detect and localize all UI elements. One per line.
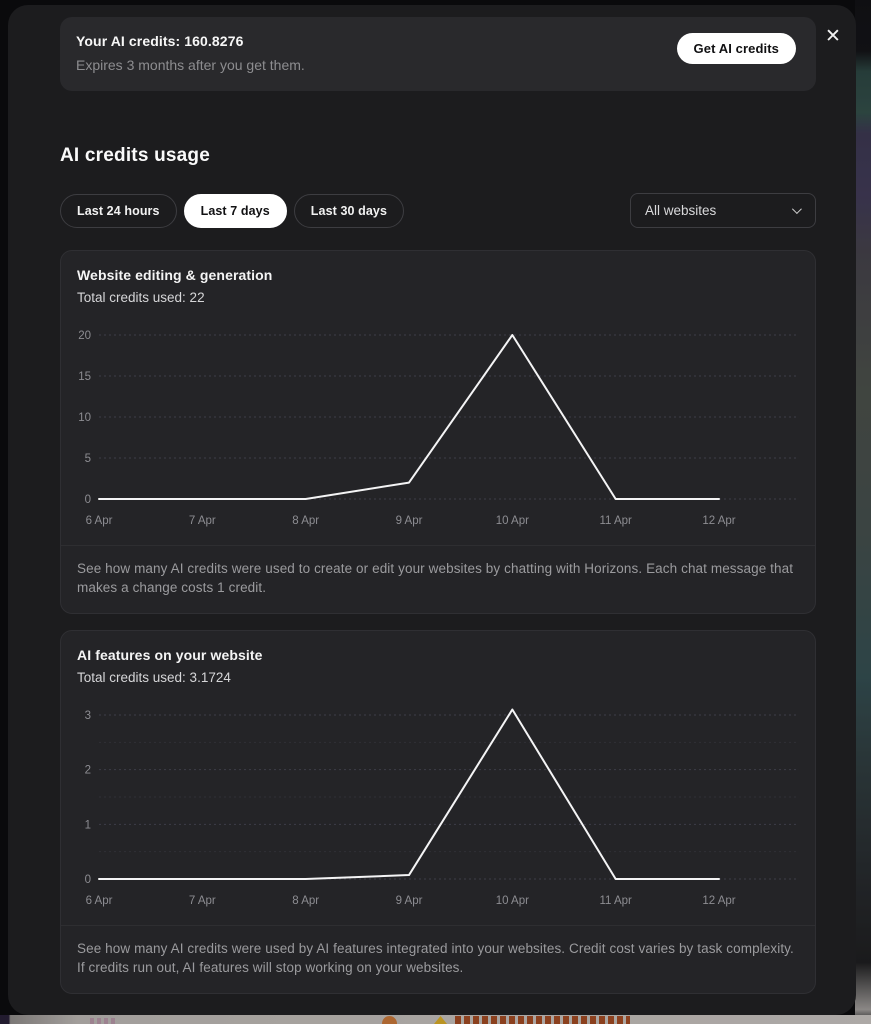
total-credits-used: Total credits used: 22 (77, 290, 205, 305)
tab-last-7-days[interactable]: Last 7 days (183, 193, 287, 228)
card-title: Website editing & generation (77, 267, 273, 283)
time-range-tabs: Last 24 hours Last 7 days Last 30 days (60, 193, 405, 228)
svg-text:9 Apr: 9 Apr (396, 515, 423, 527)
svg-text:12 Apr: 12 Apr (702, 515, 735, 527)
chevron-down-icon (791, 204, 802, 215)
website-filter-value: All websites (645, 203, 717, 218)
svg-text:2: 2 (85, 765, 91, 777)
svg-text:6 Apr: 6 Apr (86, 515, 113, 527)
svg-text:7 Apr: 7 Apr (189, 895, 216, 907)
filter-controls: Last 24 hours Last 7 days Last 30 days A… (60, 193, 816, 228)
close-icon[interactable]: ✕ (822, 26, 844, 48)
chart-container: 0 5 10 15 20 6 Apr 7 Apr 8 Apr 9 Apr 10 Apr 11 Apr… (61, 309, 815, 537)
card-footer: See how many AI credits were used by AI … (61, 925, 815, 993)
background-page-bottom-strip (0, 1015, 871, 1024)
credits-banner-text: Your AI credits: 160.8276 Expires 3 mont… (76, 33, 305, 73)
website-filter-dropdown[interactable]: All websites (630, 193, 816, 228)
svg-text:10 Apr: 10 Apr (496, 515, 529, 527)
svg-text:1: 1 (85, 819, 91, 831)
tab-last-24-hours[interactable]: Last 24 hours (60, 193, 177, 228)
card-header: Website editing & generation Total credi… (61, 251, 815, 309)
website-editing-line-chart: 0 5 10 15 20 6 Apr 7 Apr 8 Apr 9 Apr 10 Apr 11 Apr… (78, 330, 799, 527)
tab-last-30-days[interactable]: Last 30 days (293, 193, 405, 228)
background-page-right-strip (855, 0, 871, 1024)
svg-text:15: 15 (78, 371, 91, 383)
svg-text:20: 20 (78, 330, 91, 342)
total-credits-used: Total credits used: 3.1724 (77, 670, 231, 685)
svg-text:6 Apr: 6 Apr (86, 895, 113, 907)
credits-banner: Your AI credits: 160.8276 Expires 3 mont… (60, 17, 816, 91)
svg-text:10 Apr: 10 Apr (496, 895, 529, 907)
svg-text:10: 10 (78, 412, 91, 424)
website-editing-usage-card: Website editing & generation Total credi… (60, 250, 816, 614)
card-title: AI features on your website (77, 647, 263, 663)
ai-credits-modal: ✕ Your AI credits: 160.8276 Expires 3 mo… (8, 5, 856, 1015)
svg-text:7 Apr: 7 Apr (189, 515, 216, 527)
svg-text:8 Apr: 8 Apr (292, 895, 319, 907)
svg-text:5: 5 (85, 453, 91, 465)
ai-features-usage-card: AI features on your website Total credit… (60, 630, 816, 994)
credits-balance-label: Your AI credits: 160.8276 (76, 33, 244, 49)
card-description: See how many AI credits were used to cre… (77, 561, 794, 595)
page-title: AI credits usage (60, 145, 210, 166)
card-footer: See how many AI credits were used to cre… (61, 545, 815, 613)
svg-text:3: 3 (85, 710, 91, 722)
svg-text:9 Apr: 9 Apr (396, 895, 423, 907)
background-orange-text (455, 1016, 630, 1024)
svg-text:8 Apr: 8 Apr (292, 515, 319, 527)
get-ai-credits-button[interactable]: Get AI credits (676, 33, 796, 64)
background-text-fragment (90, 1018, 118, 1024)
svg-text:0: 0 (85, 874, 91, 886)
svg-text:11 Apr: 11 Apr (599, 895, 632, 907)
credits-expiry-label: Expires 3 months after you get them. (76, 57, 305, 73)
svg-text:12 Apr: 12 Apr (702, 895, 735, 907)
background-orange-dot (382, 1016, 397, 1024)
svg-text:11 Apr: 11 Apr (599, 515, 632, 527)
svg-text:0: 0 (85, 494, 91, 506)
chart-container: 0 1 2 3 6 Apr 7 Apr 8 Apr 9 Apr 10 Apr 11 Apr 12 A… (61, 689, 815, 917)
ai-features-line-chart: 0 1 2 3 6 Apr 7 Apr 8 Apr 9 Apr 10 Apr 11 Apr 12 A… (85, 708, 799, 907)
card-header: AI features on your website Total credit… (61, 631, 815, 689)
background-warning-icon (434, 1016, 447, 1024)
card-description: See how many AI credits were used by AI … (77, 941, 794, 975)
